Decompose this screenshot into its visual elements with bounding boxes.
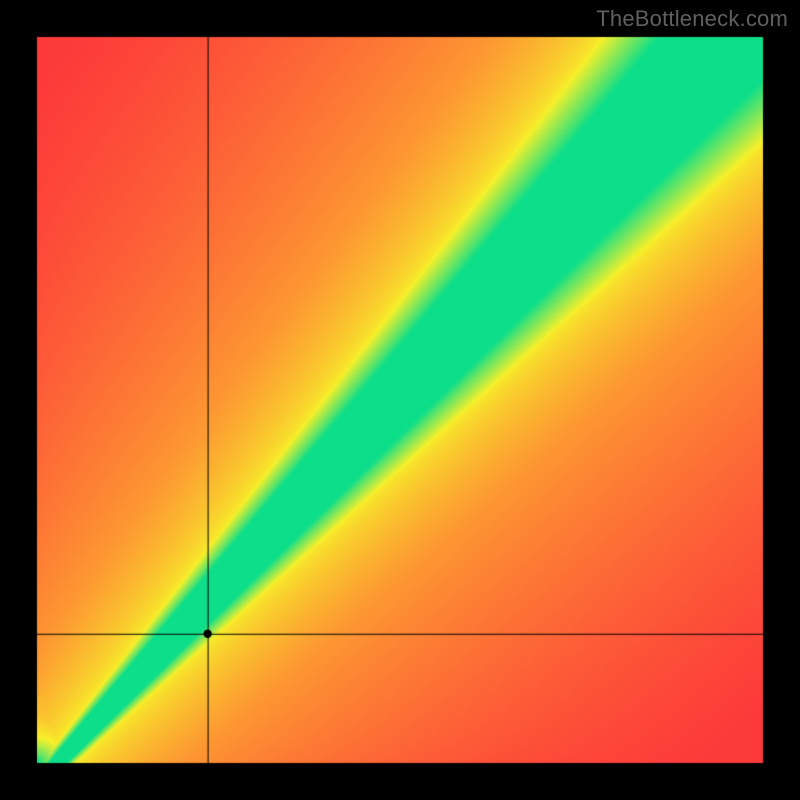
bottleneck-heatmap — [0, 0, 800, 800]
chart-container: TheBottleneck.com — [0, 0, 800, 800]
watermark-text: TheBottleneck.com — [596, 6, 788, 32]
